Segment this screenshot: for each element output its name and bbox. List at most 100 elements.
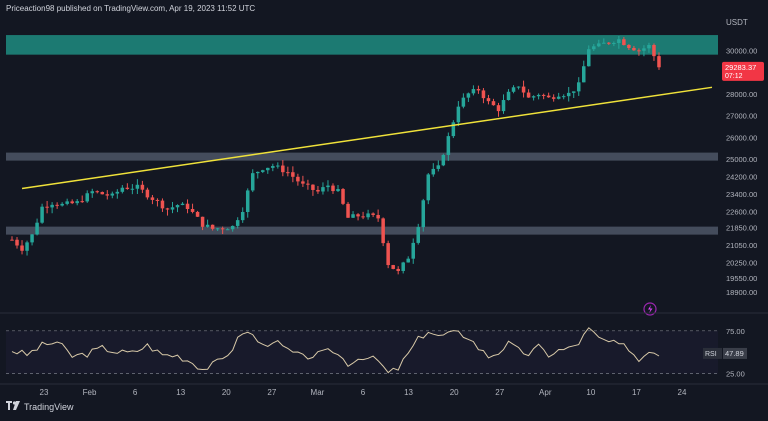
candle-body [647, 44, 651, 49]
candle-body [531, 96, 536, 98]
candle-body [55, 204, 59, 206]
price-tag-countdown: 07:12 [725, 73, 743, 80]
trendline [21, 86, 713, 190]
candle-body [301, 181, 305, 184]
candle-body [536, 94, 541, 97]
candle-body [592, 46, 596, 50]
candle-body [426, 174, 431, 201]
candle-body [291, 172, 295, 177]
candle-body [255, 171, 260, 174]
rsi-name-bg [703, 347, 722, 359]
candle-body [346, 203, 350, 218]
candle-body [637, 50, 641, 52]
logo-text: TradingView [24, 402, 74, 412]
lightning-icon [643, 302, 657, 316]
candle-body [541, 94, 546, 96]
candle-body [311, 184, 315, 190]
rsi-name: RSI [705, 351, 717, 358]
candle-body [10, 239, 14, 241]
price-tick-label: 28000.00 [726, 90, 757, 99]
x-tick-label: 13 [176, 388, 185, 397]
resistance-zone-0 [6, 35, 718, 55]
candle-body [627, 45, 631, 48]
candle-body [286, 172, 290, 174]
candle-body [190, 208, 195, 212]
tv-icon [6, 401, 20, 413]
candle-body [331, 185, 335, 192]
candle-body [466, 93, 471, 98]
price-tick-label: 21850.00 [726, 224, 757, 233]
candle-body [40, 206, 44, 223]
candle-body [371, 213, 375, 215]
candle-body [441, 154, 446, 166]
candle-body [95, 191, 100, 193]
candle-body [281, 165, 285, 173]
candle-body [612, 43, 616, 45]
candle-body [25, 242, 29, 251]
candle-body [652, 44, 656, 57]
candle-body [75, 201, 79, 204]
price-tick-label: 25000.00 [726, 155, 757, 164]
candle-body [546, 95, 551, 98]
candle-body [471, 89, 476, 94]
publish-info: Priceaction98 published on TradingView.c… [6, 4, 256, 13]
candle-body [356, 214, 360, 217]
rsi-line [11, 327, 660, 374]
currency-label: USDT [726, 18, 748, 27]
candle-body [225, 229, 230, 231]
candle-body [200, 216, 205, 227]
candle-body [210, 224, 215, 229]
candle-body [90, 191, 95, 194]
price-tick-label: 26000.00 [726, 133, 757, 142]
candle-body [351, 214, 355, 218]
candle-body [271, 166, 275, 168]
candle-body [180, 203, 185, 206]
candle-body [602, 42, 606, 44]
candle-body [155, 199, 160, 201]
candle-body [576, 82, 581, 92]
candle-body [220, 228, 225, 230]
candle-body [341, 189, 345, 204]
candle-body [401, 262, 405, 271]
candle-body [65, 201, 69, 204]
candle-body [551, 97, 556, 99]
candle-body [35, 222, 39, 235]
x-tick-label: 20 [222, 388, 231, 397]
candle-body [556, 96, 561, 99]
candle-body [597, 43, 601, 47]
rsi-tag: RSI 47.89 [703, 347, 747, 359]
x-tick-label: 13 [404, 388, 413, 397]
candle-body [617, 39, 621, 44]
candle-body [571, 91, 576, 93]
candle-body [526, 92, 531, 98]
candle-body [70, 201, 74, 204]
rsi-tick-label: 25.00 [726, 369, 745, 378]
candle-body [20, 245, 24, 251]
candle-body [205, 224, 210, 227]
rsi-value-bg [723, 347, 747, 359]
candle-body [642, 48, 646, 51]
candle-body [491, 101, 496, 106]
x-tick-label: 20 [450, 388, 459, 397]
price-tick-label: 30000.00 [726, 46, 757, 55]
candle-body [60, 203, 64, 206]
price-tick-label: 24200.00 [726, 173, 757, 182]
candle-body [431, 168, 436, 175]
candle-body [50, 204, 54, 208]
candle-body [386, 243, 390, 266]
candle-body [416, 227, 421, 243]
candle-body [261, 170, 265, 172]
price-tag-value: 29283.37 [725, 63, 756, 72]
candle-body [215, 228, 220, 230]
candle-body [110, 193, 115, 196]
candle-body [476, 89, 481, 91]
candle-body [135, 184, 140, 189]
price-tick-label: 27000.00 [726, 112, 757, 121]
candle-body [657, 56, 661, 68]
candle-body [511, 87, 516, 92]
candle-body [100, 192, 105, 195]
x-tick-label: 17 [632, 388, 641, 397]
candle-body [125, 187, 130, 189]
